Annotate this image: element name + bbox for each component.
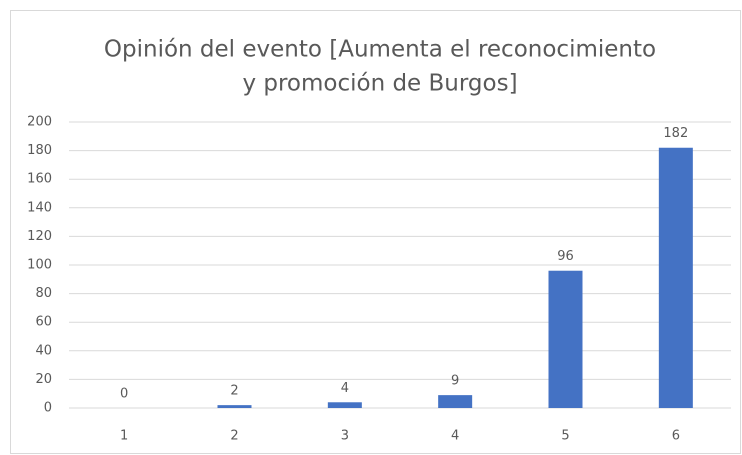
- x-tick-label: 1: [120, 429, 128, 444]
- bar: [658, 147, 693, 409]
- x-tick-label: 5: [561, 429, 569, 444]
- y-tick-label: 140: [27, 200, 52, 215]
- data-label: 96: [557, 249, 574, 264]
- x-tick-label: 3: [341, 429, 349, 444]
- data-label: 4: [341, 381, 349, 396]
- data-label: 2: [230, 384, 238, 399]
- y-tick-label: 0: [44, 401, 52, 416]
- data-label: 0: [120, 387, 128, 402]
- bar: [438, 395, 473, 408]
- y-tick-label: 200: [27, 115, 52, 130]
- y-tick-label: 120: [27, 229, 52, 244]
- chart-title: y promoción de Burgos]: [242, 71, 517, 97]
- y-tick-label: 40: [35, 343, 52, 358]
- bar: [327, 402, 362, 408]
- y-tick-label: 20: [35, 372, 52, 387]
- bar: [548, 270, 583, 408]
- y-tick-label: 80: [35, 286, 52, 301]
- y-tick-label: 100: [27, 258, 52, 273]
- bar: [217, 405, 252, 408]
- x-tick-label: 6: [672, 429, 680, 444]
- x-tick-label: 4: [451, 429, 459, 444]
- x-tick-label: 2: [230, 429, 238, 444]
- y-tick-label: 60: [35, 315, 52, 330]
- chart-title: Opinión del evento [Aumenta el reconocim…: [104, 37, 656, 63]
- y-tick-label: 180: [27, 143, 52, 158]
- data-label: 182: [663, 126, 688, 141]
- y-tick-label: 160: [27, 172, 52, 187]
- data-label: 9: [451, 374, 459, 389]
